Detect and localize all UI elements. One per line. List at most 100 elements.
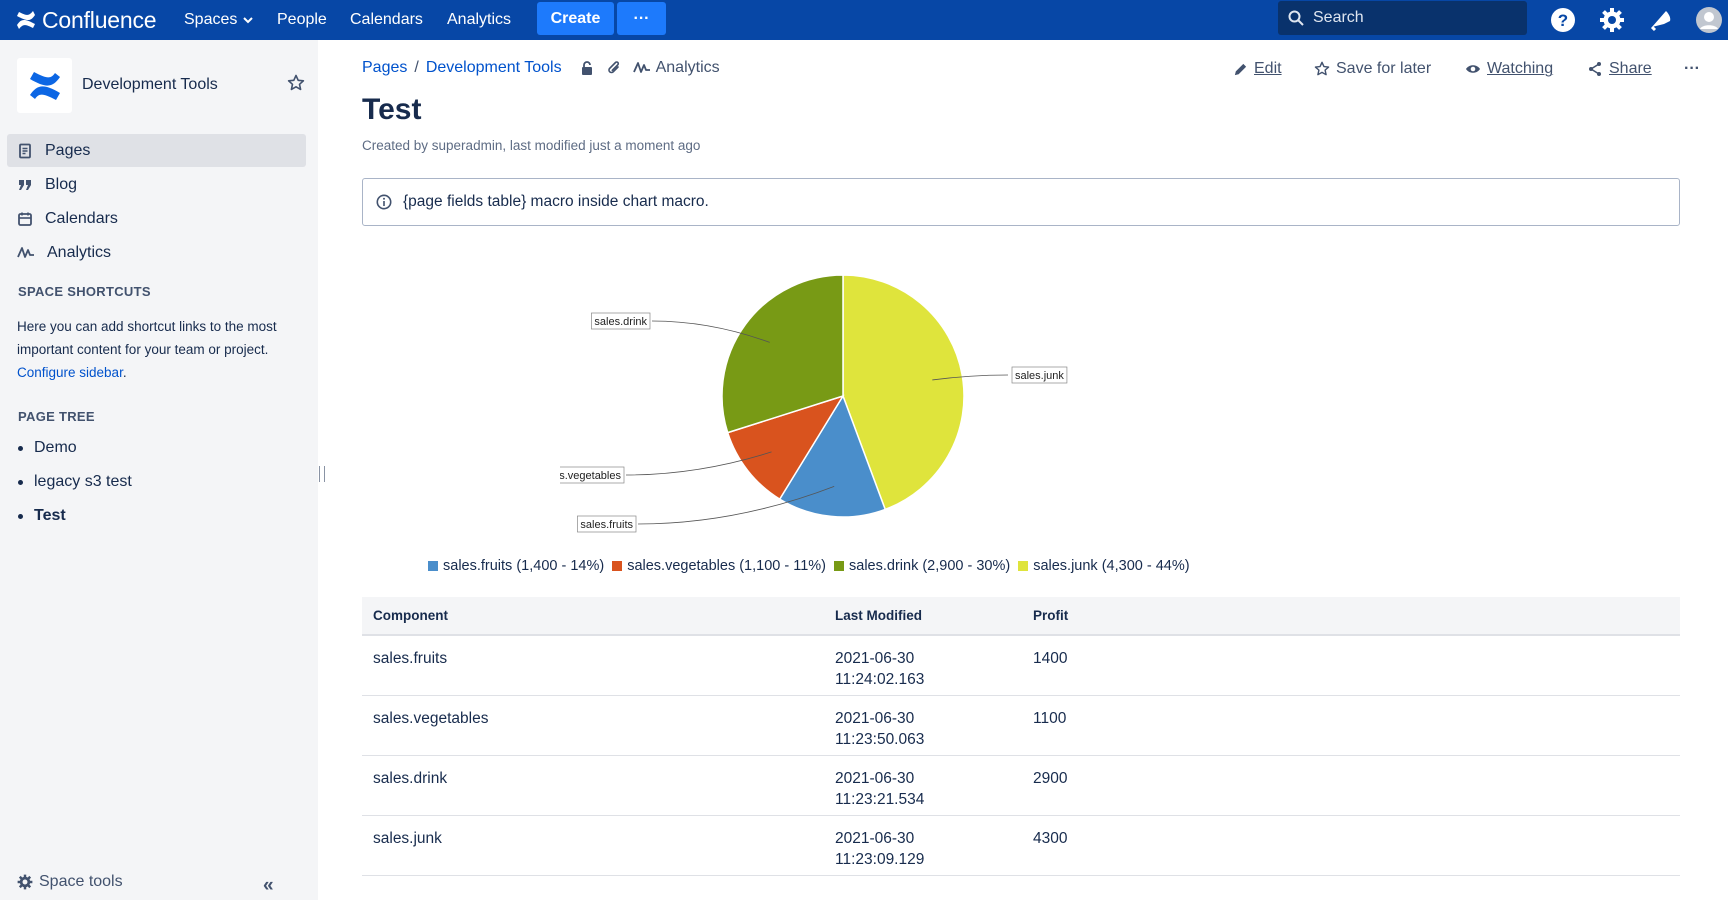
cell-profit: 4300 <box>1022 815 1680 876</box>
info-icon <box>376 194 392 210</box>
chevron-down-icon <box>243 17 254 24</box>
settings-icon[interactable] <box>1597 5 1627 35</box>
share-button[interactable]: Share <box>1587 58 1652 80</box>
space-sidebar: Development Tools Pages Blog Calendars A… <box>0 40 318 900</box>
page-tree-heading: PAGE TREE <box>18 409 95 424</box>
legend-label: sales.fruits (1,400 - 14%) <box>443 558 605 574</box>
nav-calendars[interactable]: Calendars <box>350 11 423 28</box>
legend-item: sales.vegetables (1,100 - 11%) <box>612 558 826 574</box>
nav-analytics[interactable]: Analytics <box>447 11 512 28</box>
edit-button[interactable]: Edit <box>1233 58 1282 80</box>
sidebar-item-calendars[interactable]: Calendars <box>7 202 306 235</box>
space-tools-label: Space tools <box>39 873 123 890</box>
pie-label-leader-line <box>625 451 772 476</box>
search-placeholder: Search <box>1313 9 1364 26</box>
legend-item: sales.junk (4,300 - 44%) <box>1018 558 1190 574</box>
column-header-component: Component <box>362 597 824 636</box>
sidebar-item-pages[interactable]: Pages <box>7 134 306 167</box>
legend-swatch <box>612 561 623 571</box>
collapse-sidebar-icon[interactable]: « <box>263 875 274 896</box>
create-more-button[interactable]: ··· <box>617 2 666 35</box>
attachment-icon[interactable] <box>606 60 622 76</box>
cell-time: 11:24:02.163 <box>835 671 925 688</box>
avatar[interactable] <box>1694 5 1724 35</box>
notifications-icon[interactable] <box>1646 5 1676 35</box>
nav-spaces-label: Spaces <box>184 11 238 28</box>
cell-component: sales.junk <box>362 815 824 876</box>
nav-spaces[interactable]: Spaces <box>184 0 254 40</box>
cell-date: 2021-06-30 <box>835 769 915 787</box>
sidebar-item-blog[interactable]: Blog <box>7 168 306 201</box>
star-icon[interactable] <box>287 74 305 97</box>
breadcrumb-development-tools[interactable]: Development Tools <box>425 59 562 76</box>
pie-label-leader-line <box>637 485 835 525</box>
pie-slice-label-box <box>577 515 637 533</box>
pie-slice-label-box <box>591 312 651 330</box>
watching-button[interactable]: Watching <box>1465 58 1553 80</box>
space-logo[interactable] <box>17 58 72 113</box>
info-panel: {page fields table} macro inside chart m… <box>362 178 1680 226</box>
page-analytics-link[interactable]: Analytics <box>632 59 720 77</box>
column-header-profit: Profit <box>1022 597 1680 636</box>
save-for-later-button[interactable]: Save for later <box>1314 58 1431 80</box>
table-row: sales.fruits 2021-06-30 11:24:02.163 1400 <box>362 635 1680 696</box>
sidebar-item-label: Analytics <box>47 243 112 261</box>
sidebar-item-label: Calendars <box>45 209 118 227</box>
legend-swatch <box>834 561 845 571</box>
sidebar-resize-handle[interactable] <box>319 466 325 482</box>
pie-slice-label: sales.fruits <box>580 519 633 531</box>
space-shortcuts-heading: SPACE SHORTCUTS <box>18 284 151 299</box>
confluence-logo-icon <box>17 11 35 29</box>
table-row: sales.drink 2021-06-30 11:23:21.534 2900 <box>362 755 1680 816</box>
cell-component: sales.vegetables <box>362 695 824 756</box>
pie-slice-label-box <box>560 466 625 484</box>
legend-swatch <box>428 561 438 571</box>
analytics-icon <box>632 62 650 73</box>
cell-last-modified: 2021-06-30 11:23:09.129 <box>824 815 1022 876</box>
tree-item-legacy-s3-test[interactable]: legacy s3 test <box>18 473 132 491</box>
pie-label-leader-line <box>651 320 770 343</box>
pages-icon <box>19 143 31 158</box>
pie-slice-label: sales.vegetables <box>560 470 621 482</box>
pie-slice-sales-drink <box>721 274 844 434</box>
space-name[interactable]: Development Tools <box>82 76 218 93</box>
unlock-icon[interactable] <box>579 60 595 76</box>
create-button[interactable]: Create <box>537 2 614 35</box>
star-icon <box>1314 61 1330 76</box>
page-fields-table: Component Last Modified Profit sales.fru… <box>362 597 1680 876</box>
cell-time: 11:23:09.129 <box>835 850 925 868</box>
cell-profit: 2900 <box>1022 755 1680 816</box>
sidebar-item-label: Pages <box>45 141 91 159</box>
calendar-icon <box>18 212 32 226</box>
legend-label: sales.vegetables (1,100 - 11%) <box>627 558 827 574</box>
configure-sidebar-link[interactable]: Configure sidebar <box>17 365 123 380</box>
space-tools-button[interactable]: Space tools <box>17 873 123 891</box>
blog-quote-icon <box>19 179 31 190</box>
tree-item-demo[interactable]: Demo <box>18 439 77 457</box>
page-more-actions-button[interactable]: ··· <box>1684 60 1700 77</box>
share-icon <box>1589 62 1601 76</box>
cell-component: sales.drink <box>362 755 824 816</box>
legend-label: sales.junk (4,300 - 44%) <box>1033 558 1190 574</box>
legend-swatch <box>1018 561 1029 571</box>
cell-last-modified: 2021-06-30 11:23:21.534 <box>824 755 1022 816</box>
cell-date: 2021-06-30 <box>835 709 915 727</box>
gear-icon <box>17 874 33 890</box>
search-input[interactable]: Search <box>1278 1 1527 35</box>
pie-label-leader-line <box>932 374 1009 381</box>
cell-time: 11:23:50.063 <box>835 730 925 748</box>
confluence-logo[interactable]: Confluence <box>16 0 157 40</box>
breadcrumb-pages[interactable]: Pages <box>362 59 408 76</box>
page-byline: Created by superadmin, last modified jus… <box>362 138 701 153</box>
info-text: {page fields table} macro inside chart m… <box>403 193 709 210</box>
nav-people[interactable]: People <box>277 11 327 28</box>
cell-date: 2021-06-30 <box>835 829 915 847</box>
tree-item-test[interactable]: Test <box>18 507 66 525</box>
help-icon[interactable]: ? <box>1548 5 1578 35</box>
cell-last-modified: 2021-06-30 11:23:50.063 <box>824 695 1022 756</box>
pie-slice-sales-junk <box>842 274 965 511</box>
sidebar-item-analytics[interactable]: Analytics <box>7 236 306 269</box>
column-header-last-modified: Last Modified <box>824 597 1022 636</box>
bullet <box>18 445 23 451</box>
top-navigation-bar: Confluence Spaces People Calendars Analy… <box>0 0 1728 40</box>
